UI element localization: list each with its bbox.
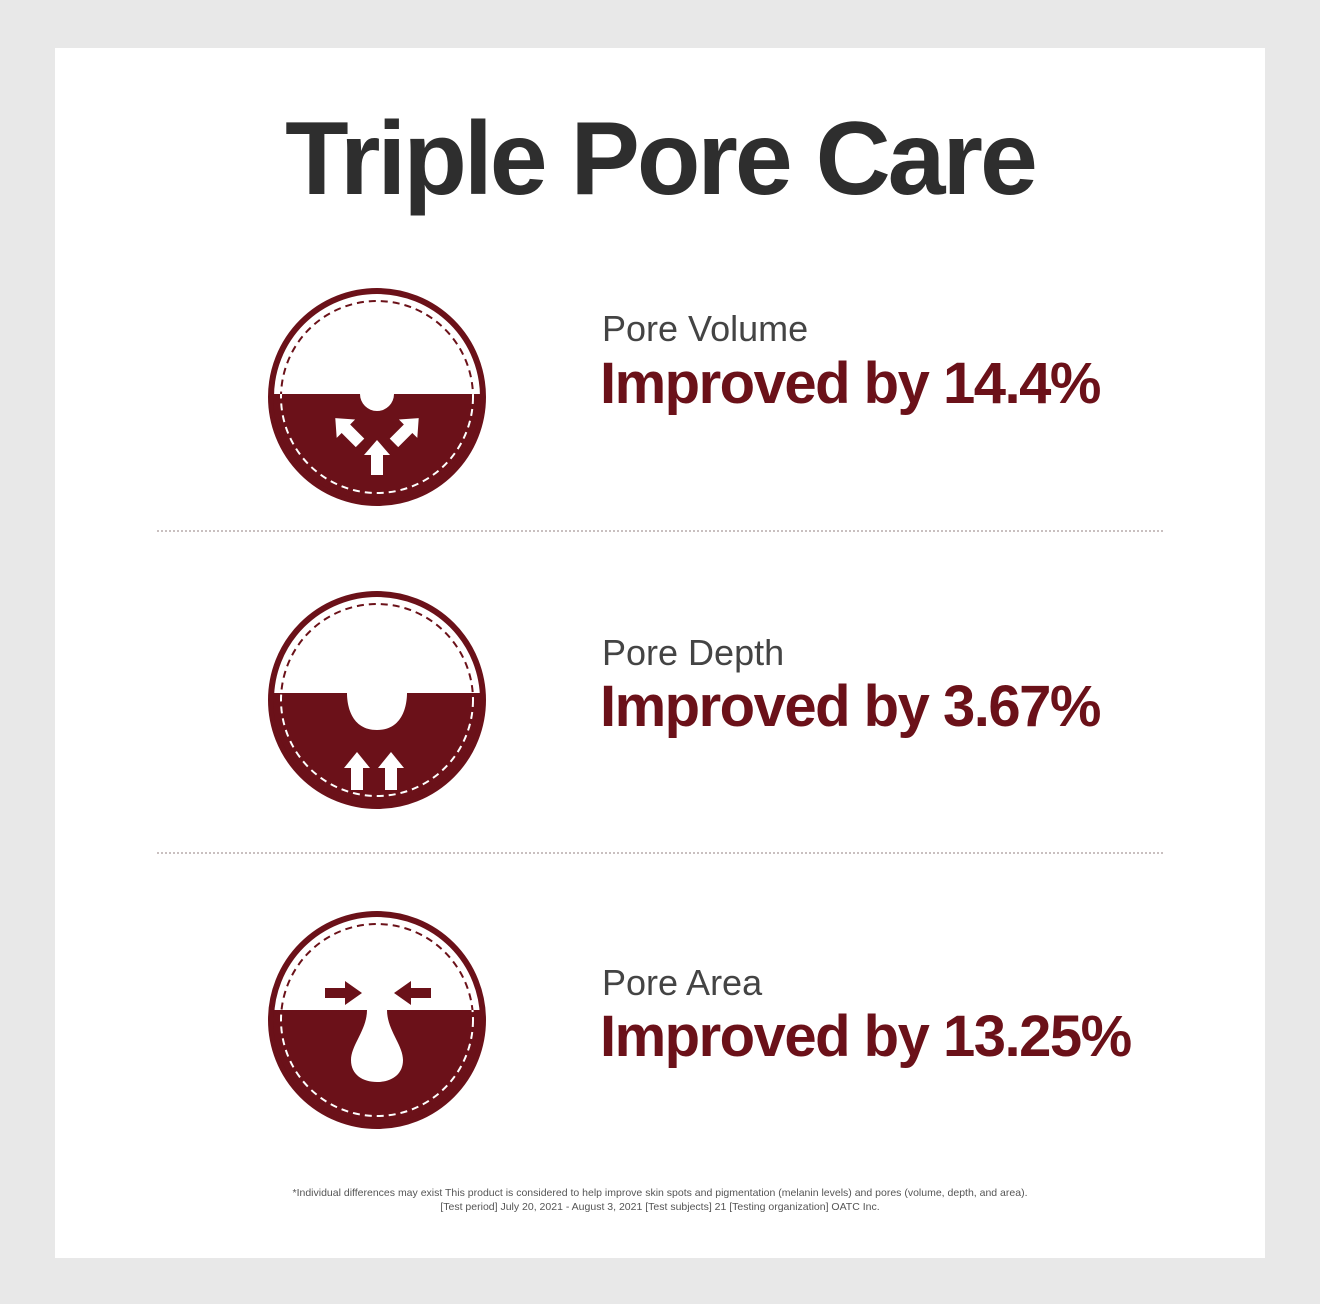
divider [157, 530, 1163, 532]
footnote-line1: *Individual differences may exist This p… [292, 1187, 1028, 1199]
divider [157, 852, 1163, 854]
item-value: Improved by 14.4% [600, 351, 1101, 416]
page-title: Triple Pore Care [285, 101, 1038, 217]
footnote-line2: [Test period] July 20, 2021 - August 3, … [440, 1201, 880, 1213]
item-label: Pore Area [602, 962, 763, 1003]
item-label: Pore Depth [602, 632, 785, 673]
item-value: Improved by 13.25% [600, 1004, 1132, 1069]
pore-area-icon [268, 911, 486, 1129]
card [55, 48, 1265, 1258]
pore-volume-icon [268, 288, 486, 506]
footnote: *Individual differences may exist This p… [0, 1186, 1320, 1214]
pore-depth-icon [268, 591, 486, 809]
item-value: Improved by 3.67% [600, 674, 1101, 739]
item-label: Pore Volume [602, 308, 809, 349]
